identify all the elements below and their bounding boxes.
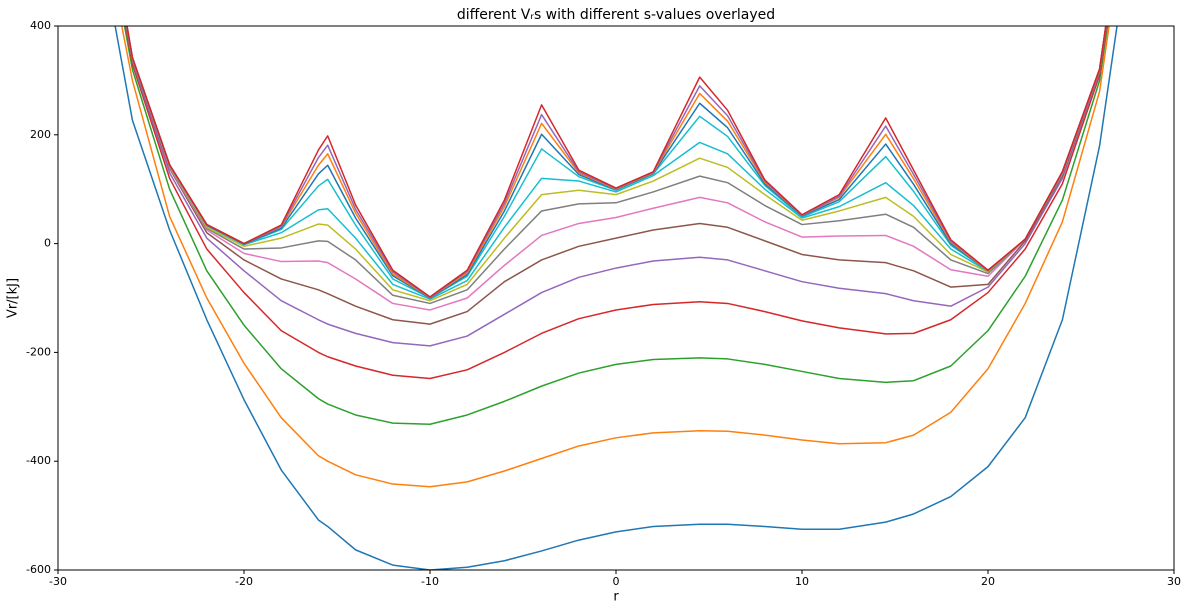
x-tick-label: -10 <box>421 575 439 588</box>
series-line <box>126 26 1107 299</box>
y-axis-label: Vr/[kJ] <box>6 278 21 318</box>
x-tick-label: -20 <box>235 575 253 588</box>
series-line <box>126 26 1107 299</box>
series-line <box>126 26 1107 302</box>
x-tick-label: 20 <box>981 575 995 588</box>
series-line <box>124 26 1108 380</box>
series-line <box>114 26 1118 570</box>
series-line <box>126 26 1107 300</box>
y-tick-label: 200 <box>30 128 51 141</box>
x-tick-label: 10 <box>795 575 809 588</box>
series-line <box>126 26 1107 299</box>
x-axis-label: r <box>613 590 619 605</box>
series-line <box>123 26 1109 425</box>
x-tick-label: 30 <box>1167 575 1181 588</box>
series-line <box>125 26 1108 347</box>
x-tick-label: -30 <box>49 575 67 588</box>
y-tick-label: 400 <box>30 19 51 32</box>
series-line <box>126 26 1107 298</box>
chart-title: different Vᵣs with different s-values ov… <box>457 7 775 23</box>
y-tick-label: -600 <box>26 563 51 576</box>
series-line <box>126 26 1107 299</box>
series-line <box>126 26 1107 305</box>
plot-lines <box>114 26 1118 570</box>
series-line <box>125 26 1107 325</box>
x-tick-label: 0 <box>613 575 620 588</box>
y-tick-label: 0 <box>44 237 51 250</box>
y-tick-label: -400 <box>26 454 51 467</box>
series-line <box>121 26 1110 488</box>
series-line <box>126 26 1107 311</box>
y-tick-label: -200 <box>26 345 51 358</box>
